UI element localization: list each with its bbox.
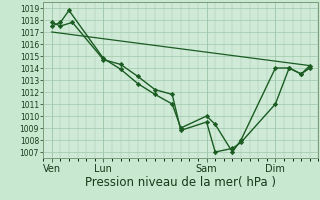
X-axis label: Pression niveau de la mer( hPa ): Pression niveau de la mer( hPa ) <box>85 176 276 189</box>
